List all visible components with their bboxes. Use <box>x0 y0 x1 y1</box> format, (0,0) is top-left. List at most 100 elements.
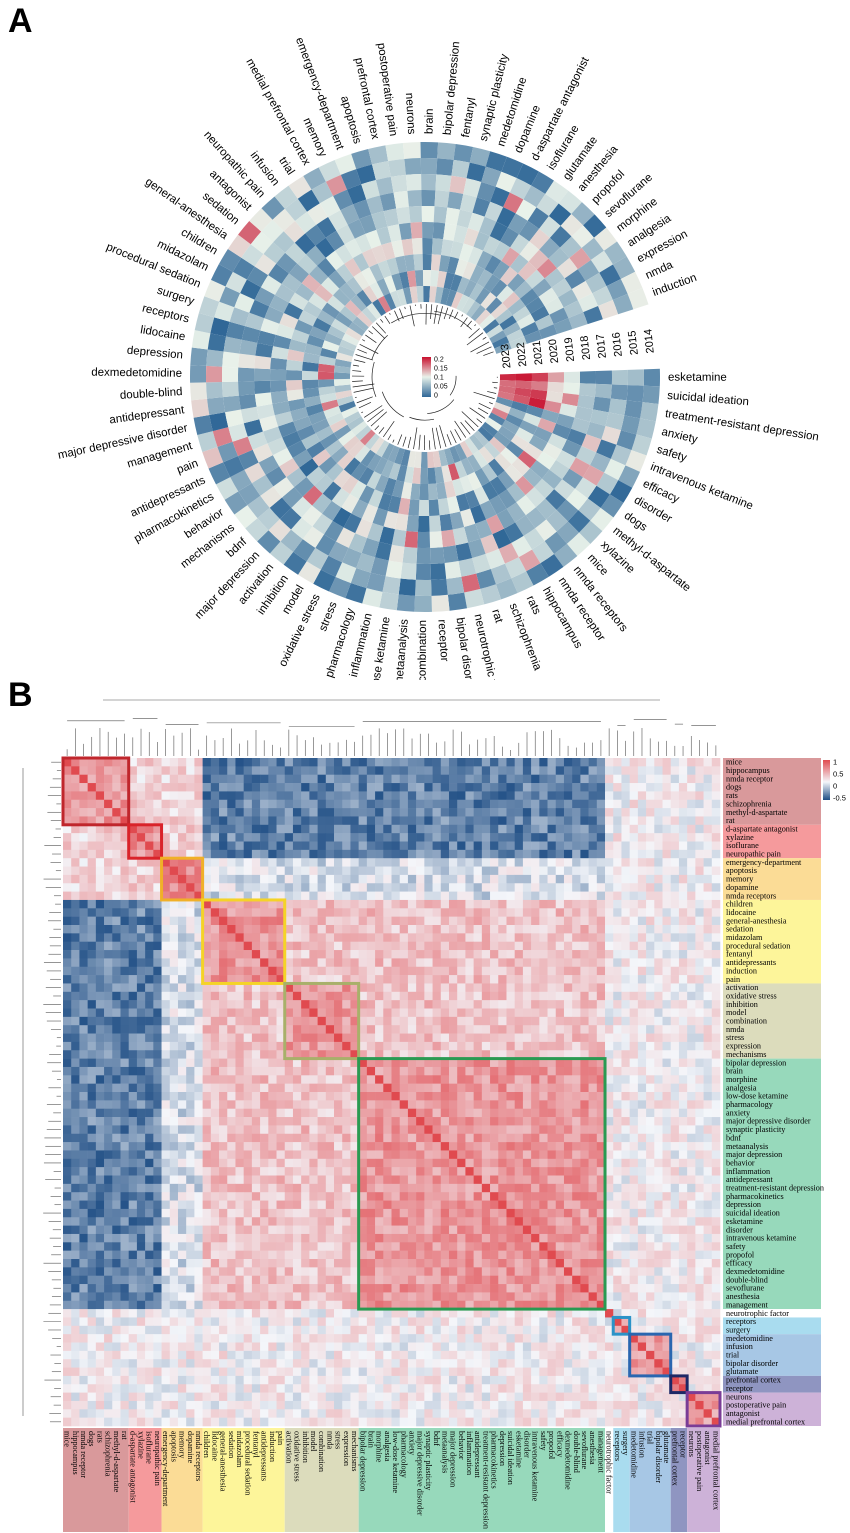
corr-cell <box>514 1058 524 1068</box>
corr-cell <box>177 975 187 984</box>
corr-cell <box>514 1108 524 1118</box>
corr-cell <box>613 849 622 859</box>
heat-cell <box>352 253 370 272</box>
heat-cell <box>474 287 491 305</box>
dendrogram-branch <box>450 430 457 444</box>
corr-cell <box>260 958 269 968</box>
heat-cell <box>484 201 504 222</box>
corr-cell <box>186 874 195 884</box>
dendrogram-arc <box>371 361 377 397</box>
corr-cell <box>292 833 302 842</box>
corr-cell <box>448 1117 458 1126</box>
heat-cell <box>454 258 468 277</box>
heat-cell <box>255 342 274 358</box>
heat-cell <box>556 413 575 429</box>
corr-cell <box>457 950 466 959</box>
corr-cell <box>350 941 359 951</box>
keyword-label: neurons <box>403 93 417 135</box>
heat-cell <box>578 498 601 521</box>
corr-cell <box>87 1050 97 1059</box>
heat-cell <box>306 547 329 570</box>
corr-cell <box>596 1033 606 1043</box>
corr-cell <box>457 816 466 826</box>
heat-cell <box>275 283 296 303</box>
heat-cell <box>480 584 502 605</box>
corr-cell <box>555 941 565 951</box>
corr-cell <box>136 874 146 884</box>
heat-cell <box>490 302 508 320</box>
corr-cell <box>202 841 212 851</box>
corr-cell <box>539 1158 548 1168</box>
corr-cell <box>522 908 532 917</box>
corr-cell <box>703 791 713 801</box>
corr-cell <box>629 1008 639 1018</box>
dendrogram-branch <box>353 387 374 393</box>
year-label: 2019 <box>563 337 577 363</box>
corr-cell <box>670 916 680 926</box>
dendrogram-branch <box>473 391 495 400</box>
heat-cell <box>586 421 606 440</box>
corr-cell <box>448 966 458 976</box>
corr-cell <box>177 983 187 993</box>
heat-cell <box>315 237 335 258</box>
corr-cell <box>432 925 442 934</box>
corr-cell <box>448 891 458 901</box>
corr-cell <box>317 808 327 817</box>
corr-cell <box>383 783 392 792</box>
heat-cell <box>493 402 511 414</box>
corr-cell <box>490 983 499 993</box>
corr-cell <box>432 791 442 801</box>
corr-cell <box>186 883 195 892</box>
heat-cell <box>476 250 493 270</box>
corr-cell <box>678 941 688 951</box>
corr-cell <box>63 958 72 968</box>
corr-cell <box>317 1142 327 1151</box>
heat-cell <box>269 369 287 381</box>
corr-cell <box>596 799 606 809</box>
corr-cell <box>588 958 598 968</box>
heat-cell <box>288 175 312 199</box>
corr-cell <box>498 774 507 784</box>
corr-cell <box>284 899 294 909</box>
heat-cell <box>388 158 406 177</box>
corr-cell <box>243 1033 253 1043</box>
corr-cell <box>366 1066 376 1076</box>
heat-cell <box>336 263 354 283</box>
corr-cell <box>227 1050 236 1059</box>
corr-cell <box>136 1066 146 1076</box>
corr-cell <box>580 874 589 884</box>
corr-cell <box>169 1092 179 1101</box>
corr-cell <box>522 966 532 976</box>
corr-cell <box>457 1158 466 1168</box>
corr-cell <box>260 1125 269 1135</box>
corr-cell <box>695 1125 704 1135</box>
corr-cell <box>104 908 113 917</box>
heat-cell <box>516 495 536 516</box>
corr-cell <box>87 1000 97 1009</box>
corr-cell <box>613 766 622 775</box>
heat-cell <box>273 334 292 350</box>
corr-cell <box>350 824 359 834</box>
corr-cell <box>621 866 630 876</box>
corr-cell <box>580 1000 589 1009</box>
corr-cell <box>440 1025 450 1034</box>
corr-cell <box>662 966 672 976</box>
corr-cell <box>358 1158 368 1168</box>
corr-cell <box>678 899 688 909</box>
heat-cell <box>274 411 294 427</box>
corr-cell <box>358 1133 368 1143</box>
corr-cell <box>416 991 425 1001</box>
corr-cell <box>407 1142 417 1151</box>
corr-cell <box>605 833 614 842</box>
corr-cell <box>473 874 483 884</box>
corr-cell <box>375 874 384 884</box>
corr-cell <box>194 1058 203 1068</box>
corr-cell <box>703 1100 713 1109</box>
heat-cell <box>238 353 256 369</box>
corr-cell <box>145 925 154 934</box>
corr-cell <box>309 1142 318 1151</box>
corr-cell <box>375 774 384 784</box>
corr-cell <box>177 891 187 901</box>
corr-cell <box>432 1117 442 1126</box>
corr-cell <box>87 1117 97 1126</box>
